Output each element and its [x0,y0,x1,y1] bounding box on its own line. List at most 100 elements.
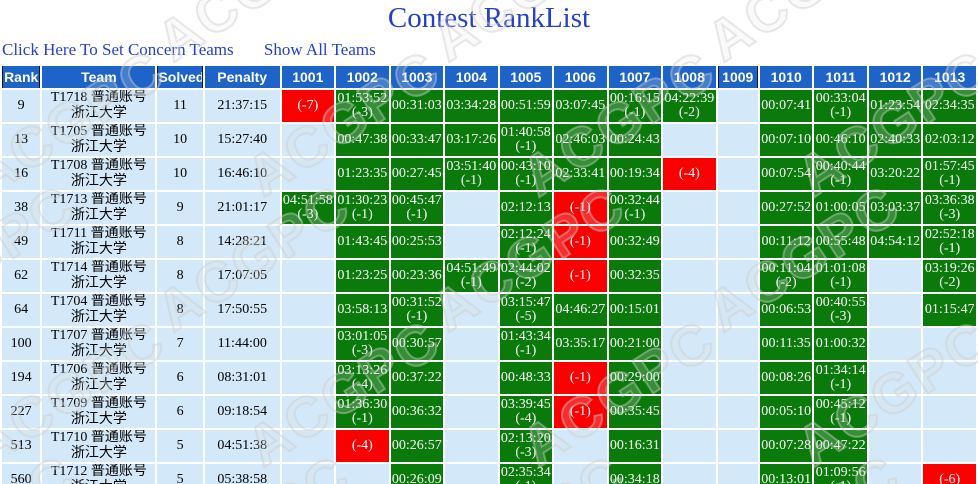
problem-cell-1011: 01:00:05 [814,192,867,224]
accept-time: 01:15:47 [924,302,975,317]
solved-count-cell: 6 [157,362,203,394]
accept-time: 00:23:36 [391,268,442,283]
problem-cell-1007: 00:32:35 [608,260,662,292]
accept-time: 00:36:32 [391,404,442,419]
accept-time: 00:51:59 [500,98,551,113]
problem-cell-1007: 00:19:34 [608,158,662,190]
problem-cell-1010: 00:07:10 [759,124,813,156]
accept-time: 01:00:05 [815,200,866,215]
problem-cell-1001 [281,124,335,156]
rank-value: 38 [14,200,29,215]
header-problem-1002: 1002 [336,66,389,88]
problem-cell-1007: 00:16:15 (-1) [608,90,662,122]
tries-count: (-2) [515,275,537,290]
problem-cell-1010: 00:11:04 (-2) [759,260,813,292]
accept-time: 00:24:43 [609,132,660,147]
problem-cell-1009 [717,396,758,428]
problem-cell-1013 [923,328,976,360]
problem-cell-1010: 00:07:41 [759,90,813,122]
problem-cell-1010: 00:06:53 [759,294,813,326]
rank-value: 62 [14,268,29,283]
problem-cell-1001 [281,430,335,462]
penalty-value: 05:38:58 [217,472,268,484]
team-name-cell: T1718 普通账号 浙江大学 [42,90,156,122]
accept-time: 01:00:32 [815,336,866,351]
problem-cell-1013 [923,362,976,394]
problem-cell-1008 [663,124,716,156]
accept-time: 00:07:41 [761,98,812,113]
problem-cell-1013: 02:03:12 [923,124,976,156]
penalty-cell: 21:37:15 [204,90,280,122]
problem-cell-1013: 03:19:26 (-2) [923,260,976,292]
problem-cell-1009 [717,226,758,258]
solved-count-cell: 11 [157,90,203,122]
tries-count: (-1) [624,105,646,120]
problem-cell-1003: 00:31:03 [390,90,444,122]
show-all-teams-link[interactable]: Show All Teams [263,40,376,59]
accept-time: 02:46:03 [555,132,606,147]
tries-count: (-1) [515,139,537,154]
tries-count: (-3) [515,445,537,460]
accept-time: 02:12:13 [500,200,551,215]
accept-time: 03:20:22 [870,166,921,181]
accept-time: 02:40:33 [870,132,921,147]
problem-cell-1012 [868,464,922,484]
tries-count: (-4) [678,166,700,181]
penalty-cell: 16:46:10 [204,158,280,190]
problem-cell-1013: 01:15:47 [923,294,976,326]
penalty-cell: 17:50:55 [204,294,280,326]
team-name-line1: T1709 普通账号 [50,396,147,411]
problem-cell-1002: 01:23:25 [336,260,389,292]
team-row: 13 T1705 普通账号 浙江大学 10 15:27:40 00:47:38 00:33:… [2,124,976,156]
rank-cell: 560 [2,464,41,484]
header-problem-1003: 1003 [390,66,444,88]
team-name-line2: 浙江大学 [70,242,127,257]
problem-cell-1008 [663,328,716,360]
accept-time: 00:47:22 [815,438,866,453]
rank-value: 560 [10,472,32,484]
penalty-cell: 21:01:17 [204,192,280,224]
accept-time: 00:45:12 [815,397,866,412]
header-problem-1011: 1011 [814,66,867,88]
problem-cell-1006: 03:07:45 [554,90,607,122]
accept-time: 00:07:54 [761,166,812,181]
problem-cell-1012: 04:54:12 [868,226,922,258]
tries-count: (-1) [830,105,852,120]
set-concern-teams-link[interactable]: Click Here To Set Concern Teams [2,40,234,59]
penalty-value: 15:27:40 [217,132,268,147]
team-name-line2: 浙江大学 [70,140,127,155]
penalty-value: 17:50:55 [217,302,268,317]
problem-cell-1004 [445,430,498,462]
problem-cell-1009 [717,464,758,484]
problem-cell-1002: 03:58:13 [336,294,389,326]
problem-cell-1006: (-1) [554,362,607,394]
problem-cell-1009 [717,90,758,122]
team-name-line2: 浙江大学 [70,310,127,325]
accept-time: 04:51:49 [446,261,497,276]
problem-cell-1012 [868,396,922,428]
problem-cell-1011: 01:00:32 [814,328,867,360]
problem-cell-1013: (-6) [923,464,976,484]
header-problem-1008: 1008 [663,66,716,88]
team-name-cell: T1707 普通账号 浙江大学 [42,328,156,360]
team-row: 194 T1706 普通账号 浙江大学 6 08:31:01 03:13:26 (-4) 00… [2,362,976,394]
problem-cell-1008 [663,260,716,292]
problem-cell-1008 [663,226,716,258]
accept-time: 00:07:28 [761,438,812,453]
accept-time: 03:13:26 [337,363,388,378]
team-name-line1: T1713 普通账号 [50,192,147,207]
accept-time: 03:34:28 [446,98,497,113]
problem-cell-1001 [281,294,335,326]
accept-time: 02:03:12 [924,132,975,147]
rank-value: 100 [10,336,32,351]
problem-cell-1004 [445,396,498,428]
header-problem-1005: 1005 [499,66,553,88]
problem-cell-1012: 03:20:22 [868,158,922,190]
team-name-line1: T1718 普通账号 [50,90,147,105]
problem-cell-1005: 00:48:33 [499,362,553,394]
penalty-value: 08:31:01 [217,370,268,385]
problem-cell-1007: 00:29:00 [608,362,662,394]
problem-cell-1001: 04:51:58 (-3) [281,192,335,224]
